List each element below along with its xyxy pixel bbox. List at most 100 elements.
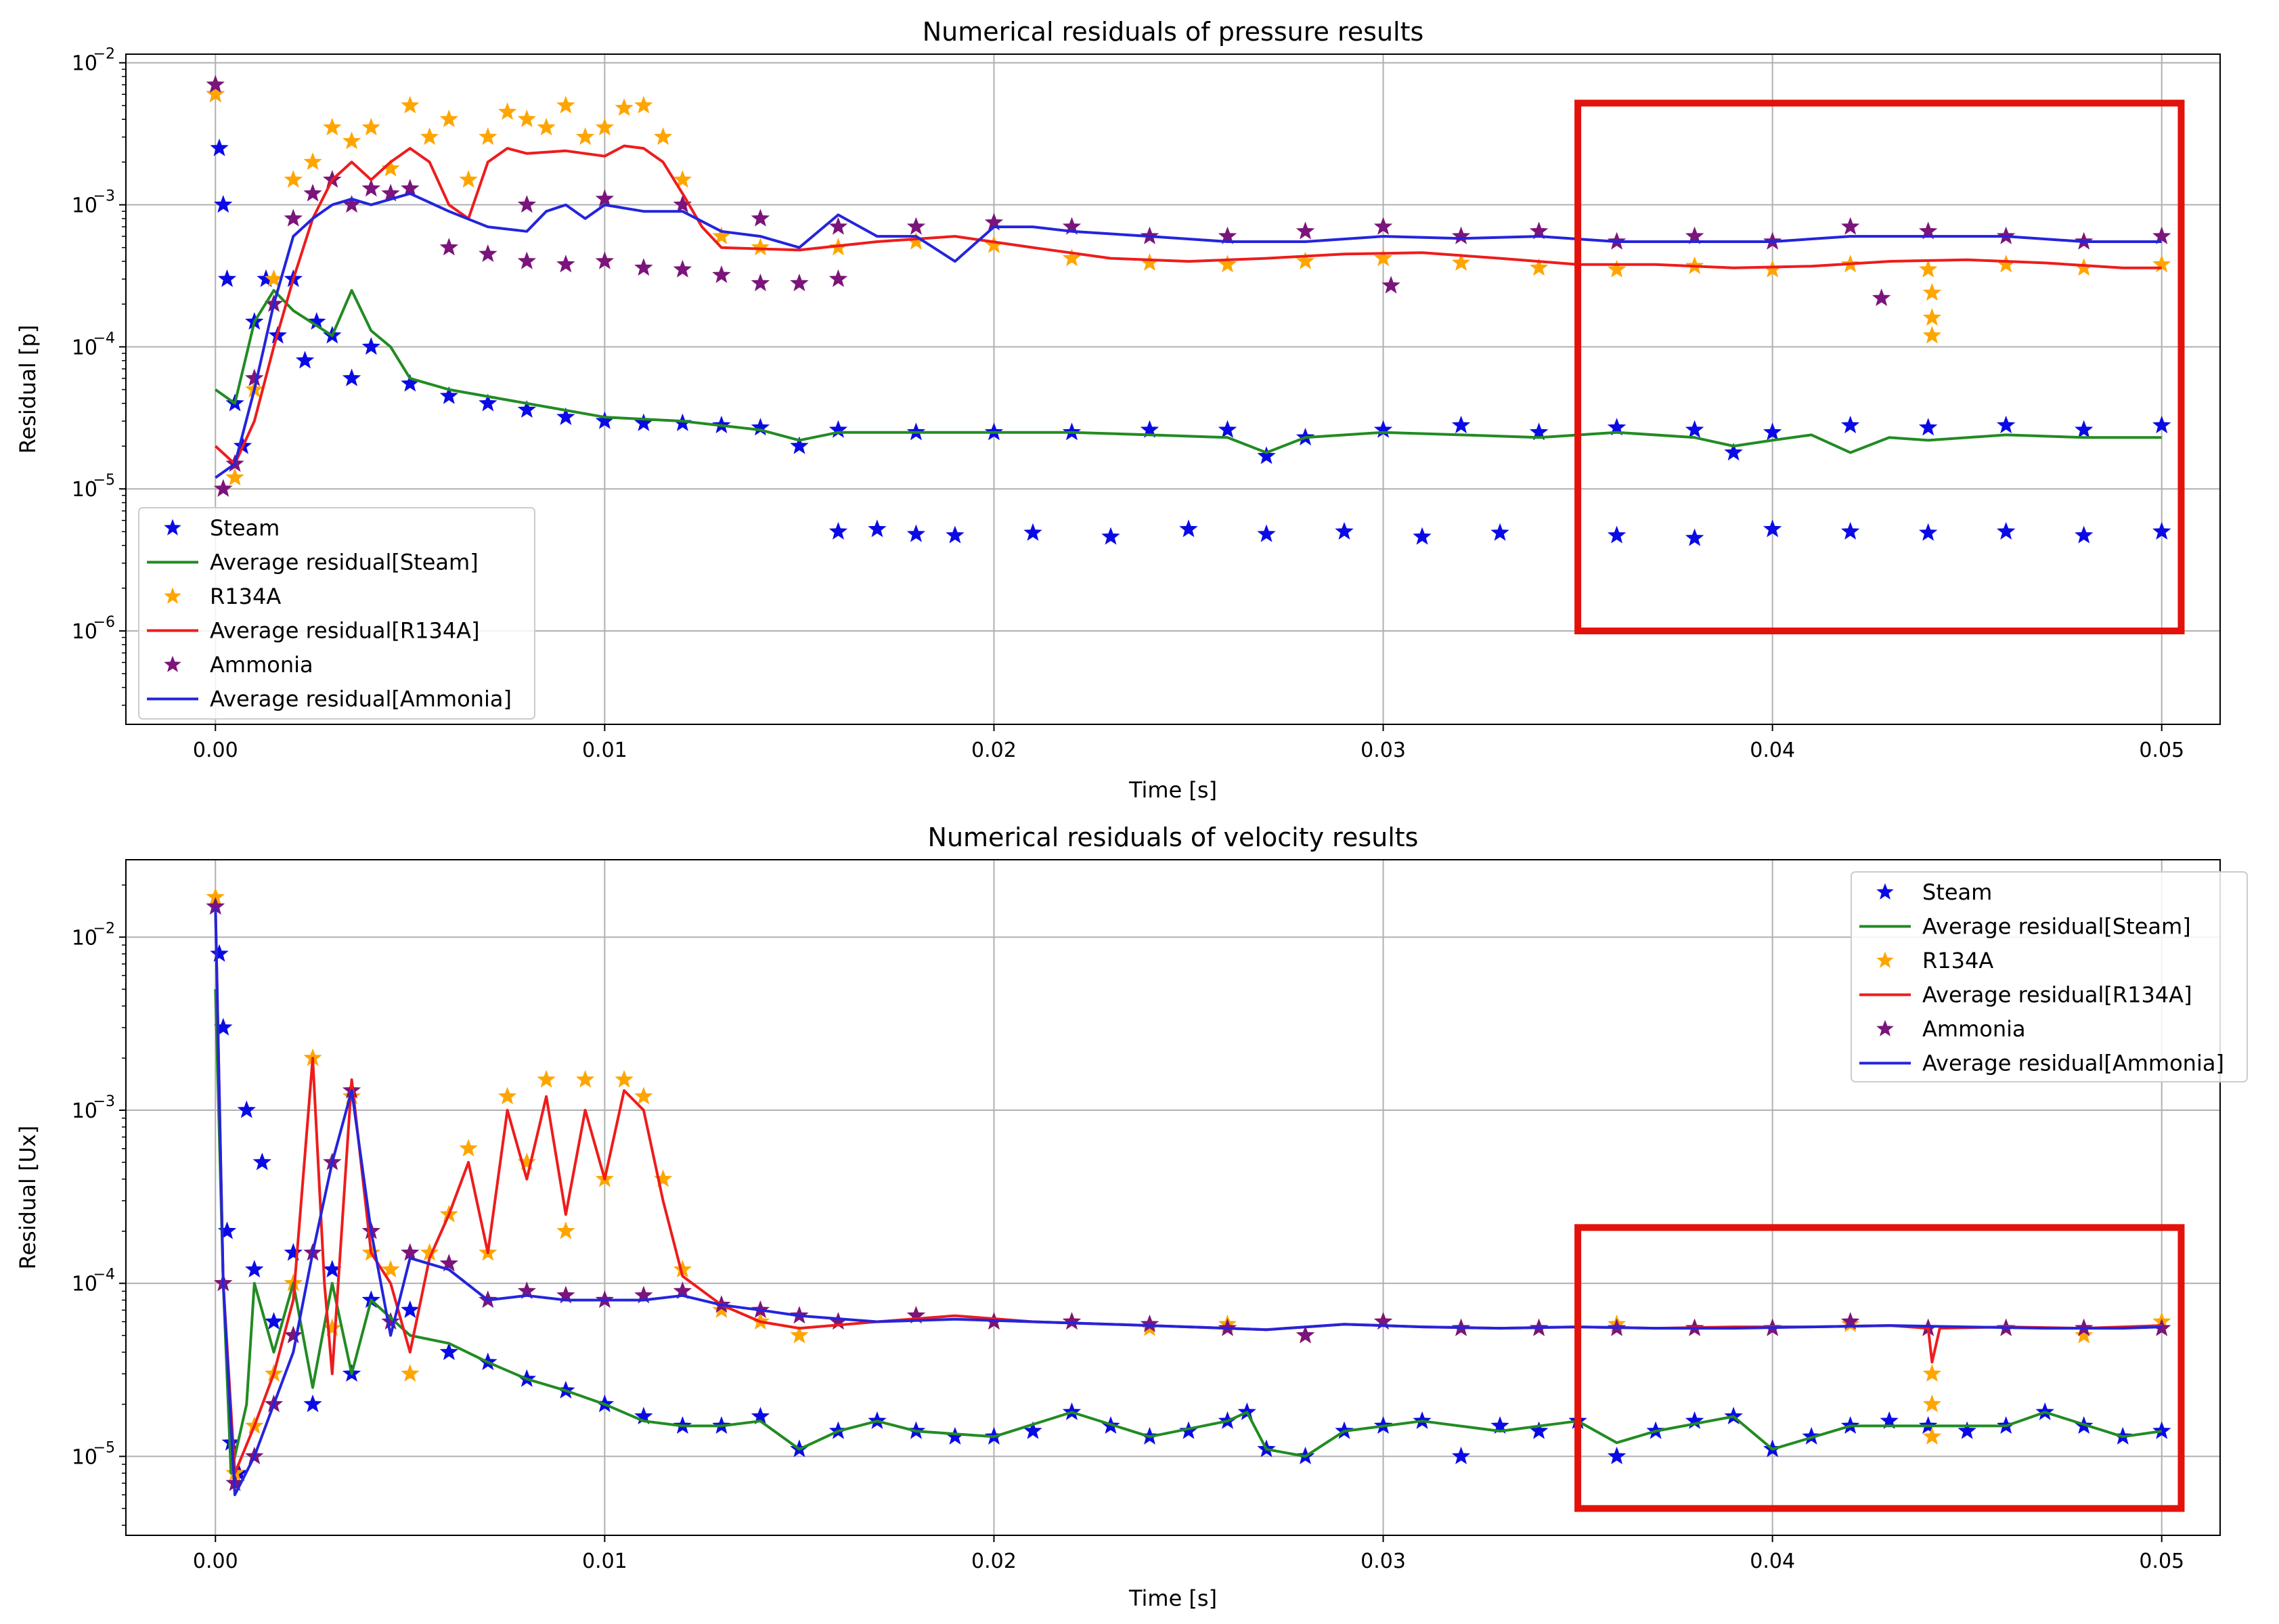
x-tick-label: 0.04 bbox=[1750, 739, 1795, 762]
data-point bbox=[1101, 527, 1120, 545]
data-point bbox=[479, 393, 497, 412]
x-tick-label: 0.01 bbox=[582, 739, 627, 762]
data-point bbox=[1257, 524, 1276, 542]
data-point bbox=[1179, 519, 1198, 537]
data-point bbox=[323, 1318, 342, 1336]
data-point bbox=[1918, 523, 1938, 541]
data-point bbox=[2075, 525, 2094, 544]
data-point bbox=[381, 183, 400, 202]
data-point bbox=[1451, 1446, 1471, 1465]
data-point bbox=[401, 1300, 420, 1319]
data-point bbox=[439, 386, 459, 404]
data-point bbox=[225, 468, 244, 486]
data-point bbox=[634, 258, 653, 276]
data-point bbox=[303, 1394, 322, 1413]
x-tick-label: 0.05 bbox=[2139, 1550, 2184, 1573]
y-tick-exponent: −2 bbox=[93, 46, 115, 63]
data-point bbox=[284, 1243, 303, 1261]
data-point bbox=[1373, 217, 1393, 235]
legend-label: Average residual[Steam] bbox=[1922, 914, 2191, 940]
data-point bbox=[381, 1312, 400, 1330]
data-point bbox=[1607, 1446, 1627, 1465]
data-point bbox=[2075, 420, 2094, 438]
data-point bbox=[1296, 221, 1315, 240]
data-point bbox=[556, 255, 575, 273]
data-point bbox=[439, 238, 459, 256]
data-point bbox=[439, 1254, 459, 1272]
data-point bbox=[459, 1139, 478, 1157]
data-point bbox=[1335, 521, 1354, 540]
y-tick-label: 10 bbox=[72, 926, 97, 950]
legend: Steam Average residual[Steam] R134A Average… bbox=[138, 507, 535, 720]
data-point bbox=[284, 1325, 303, 1344]
legend-item: Ammonia bbox=[164, 652, 313, 678]
data-point bbox=[1023, 523, 1042, 541]
data-point bbox=[284, 170, 303, 188]
data-point bbox=[575, 127, 595, 146]
legend-label: Ammonia bbox=[210, 652, 313, 678]
data-point bbox=[868, 519, 887, 537]
data-point bbox=[615, 1070, 634, 1088]
x-axis-label: Time [s] bbox=[1128, 777, 1217, 803]
data-point bbox=[1413, 527, 1432, 545]
y-tick-exponent: −4 bbox=[93, 1267, 115, 1283]
y-axis-label: Residual [p] bbox=[15, 325, 41, 454]
data-point bbox=[217, 269, 237, 287]
data-point bbox=[237, 1100, 256, 1118]
data-point bbox=[556, 95, 575, 114]
data-point bbox=[634, 1087, 653, 1105]
legend-item: Average residual[Ammonia] bbox=[147, 686, 512, 712]
legend-label: Average residual[Ammonia] bbox=[210, 686, 512, 712]
data-point bbox=[1763, 422, 1782, 441]
data-point bbox=[946, 525, 965, 544]
data-point bbox=[1607, 525, 1627, 544]
legend-item: Average residual[Ammonia] bbox=[1859, 1051, 2224, 1076]
data-point bbox=[284, 209, 303, 227]
x-tick-label: 0.02 bbox=[971, 739, 1017, 762]
data-point bbox=[1490, 523, 1509, 541]
data-point bbox=[1922, 308, 1942, 326]
data-point bbox=[1062, 1312, 1082, 1330]
data-point bbox=[712, 265, 731, 284]
y-tick-label: 10 bbox=[72, 1099, 97, 1123]
data-point bbox=[751, 209, 770, 227]
data-point bbox=[1922, 1363, 1942, 1382]
y-tick-exponent: −3 bbox=[93, 1093, 115, 1110]
data-point bbox=[615, 98, 634, 116]
y-tick-exponent: −5 bbox=[93, 1439, 115, 1456]
data-point bbox=[1218, 226, 1237, 244]
data-point bbox=[206, 74, 225, 93]
data-point bbox=[479, 127, 497, 146]
data-point bbox=[1724, 443, 1743, 461]
data-point bbox=[517, 400, 537, 418]
legend-label: Steam bbox=[1922, 879, 1992, 905]
x-tick-label: 0.00 bbox=[193, 1550, 238, 1573]
data-point bbox=[1922, 283, 1942, 301]
data-point bbox=[906, 524, 926, 542]
data-point bbox=[1918, 418, 1938, 436]
data-point bbox=[1218, 255, 1237, 273]
data-point bbox=[2152, 1421, 2171, 1439]
data-point bbox=[361, 117, 381, 136]
x-tick-label: 0.02 bbox=[971, 1550, 1017, 1573]
data-point bbox=[634, 95, 653, 114]
data-point bbox=[1451, 253, 1471, 271]
data-point bbox=[479, 244, 497, 262]
legend-item: Average residual[Steam] bbox=[1859, 914, 2191, 940]
legend-item: Average residual[Steam] bbox=[147, 550, 479, 575]
y-tick-exponent: −4 bbox=[93, 330, 115, 347]
data-point bbox=[381, 158, 400, 177]
data-point bbox=[439, 109, 459, 127]
data-point bbox=[1529, 422, 1549, 441]
data-point bbox=[245, 1260, 264, 1278]
data-point bbox=[401, 1363, 420, 1382]
series-line-average-residual-steam- bbox=[215, 288, 2162, 454]
data-point bbox=[556, 407, 575, 425]
data-point bbox=[595, 251, 615, 269]
legend: Steam Average residual[Steam] R134A Average… bbox=[1851, 871, 2248, 1082]
y-tick-label: 10 bbox=[72, 1445, 97, 1469]
data-point bbox=[1996, 521, 2016, 540]
series-r134a-markers bbox=[206, 84, 2171, 497]
legend-label: Average residual[R134A] bbox=[210, 618, 480, 644]
x-tick-label: 0.03 bbox=[1360, 739, 1406, 762]
